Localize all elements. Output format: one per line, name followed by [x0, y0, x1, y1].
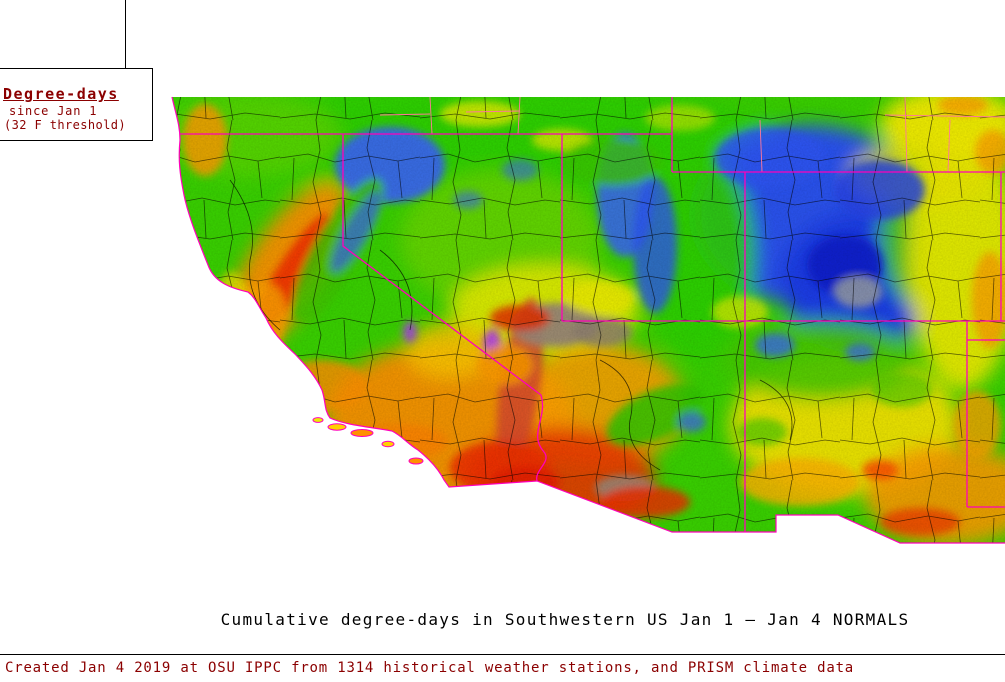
- legend-box: Degree-days since Jan 1 (32 F threshold): [0, 68, 153, 141]
- map-caption: Cumulative degree-days in Southwestern U…: [220, 610, 910, 629]
- legend-subtitle-threshold: (32 F threshold): [4, 118, 126, 132]
- map-raster: [172, 97, 1005, 543]
- coastline-and-border-outline: [171, 96, 1005, 544]
- state-boundaries: [172, 97, 1005, 532]
- channel-islands: [312, 417, 424, 465]
- legend-subtitle-since: since Jan 1: [9, 104, 98, 118]
- footer-text: Created Jan 4 2019 at OSU IPPC from 1314…: [5, 660, 855, 676]
- legend-title: Degree-days: [3, 85, 119, 103]
- footer-bar: Created Jan 4 2019 at OSU IPPC from 1314…: [0, 654, 1005, 682]
- county-boundaries-extra: [229, 179, 793, 471]
- north-pink-boundaries: [379, 97, 1005, 173]
